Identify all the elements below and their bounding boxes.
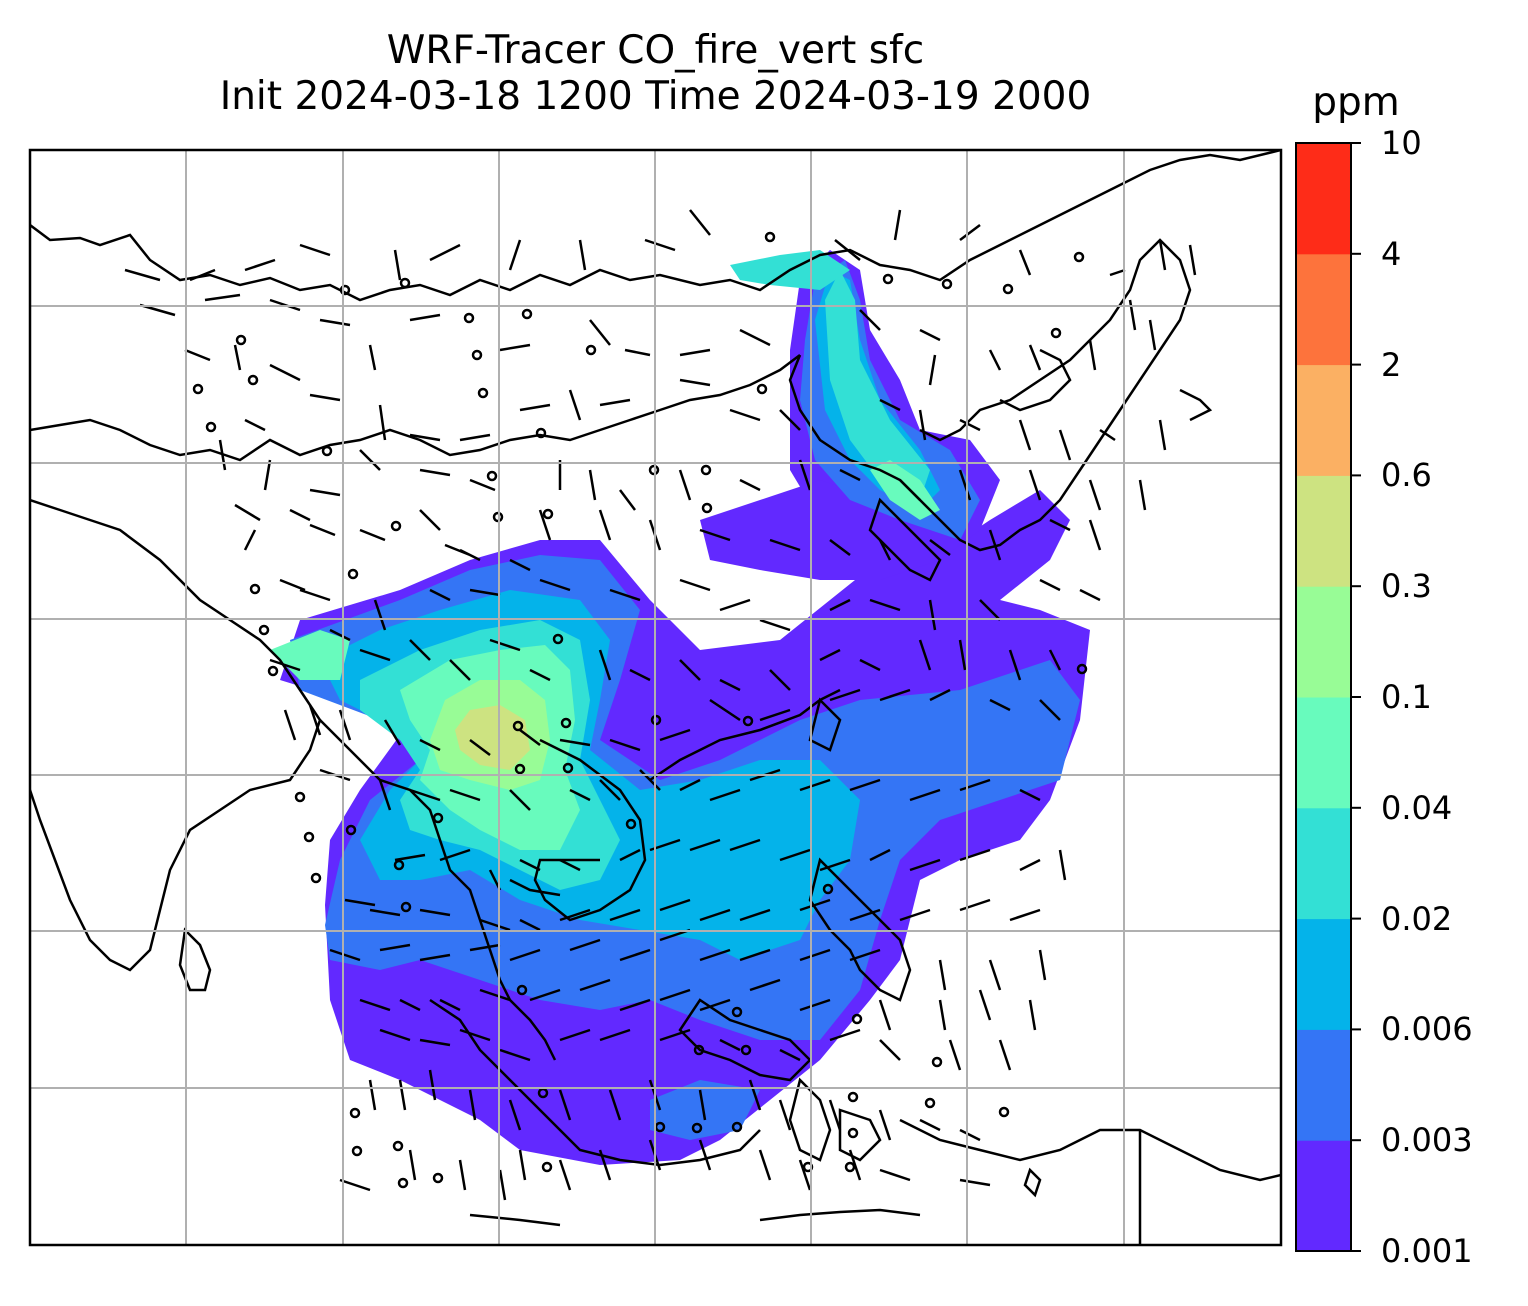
map-frame — [28, 148, 1283, 1247]
colorbar-segment — [1296, 697, 1351, 809]
colorbar-segment — [1296, 475, 1351, 587]
colorbar — [1296, 142, 1361, 1252]
colorbar-tick-label: 4 — [1381, 234, 1402, 273]
title-line-2: Init 2024-03-18 1200 Time 2024-03-19 200… — [219, 74, 1092, 119]
colorbar-tick-label: 0.1 — [1381, 678, 1432, 716]
co-tracer-field — [270, 250, 1090, 1165]
calm-wind-markers — [192, 231, 1088, 1189]
gridlines — [30, 150, 1281, 1245]
plume-level-5-west — [270, 630, 350, 680]
title-line-1: WRF-Tracer CO_fire_vert sfc — [386, 28, 925, 73]
colorbar-tick-label: 0.02 — [1381, 899, 1453, 938]
plume-level-7 — [455, 705, 530, 770]
colorbar-segment — [1296, 253, 1351, 366]
colorbar-segment — [1296, 1140, 1351, 1252]
colorbar-tick-label: 0.6 — [1381, 456, 1432, 495]
wind-barbs — [124, 209, 1197, 1201]
colorbar-segment — [1296, 807, 1351, 920]
colorbar-segment — [1296, 586, 1351, 698]
colorbar-tick-label: 0.006 — [1381, 1010, 1473, 1049]
map-title: WRF-Tracer CO_fire_vert sfc Init 2024-03… — [30, 28, 1281, 120]
colorbar-tick-label: 0.003 — [1381, 1121, 1473, 1160]
colorbar-tick-label: 10 — [1381, 124, 1422, 162]
colorbar-tick-label: 2 — [1381, 345, 1402, 384]
coastlines — [30, 150, 1281, 1245]
colorbar-tick-label: 0.3 — [1381, 567, 1432, 606]
colorbar-segment — [1296, 364, 1351, 476]
colorbar-segment — [1296, 1029, 1351, 1141]
colorbar-segment — [1296, 918, 1351, 1030]
colorbar-segment — [1296, 143, 1351, 255]
plume-level-4-north — [825, 270, 930, 500]
colorbar-units-label: ppm — [1312, 80, 1400, 125]
colorbar-tick-label: 0.001 — [1381, 1232, 1473, 1270]
colorbar-tick-label: 0.04 — [1381, 788, 1453, 827]
colorbar-frame — [1295, 142, 1352, 1252]
